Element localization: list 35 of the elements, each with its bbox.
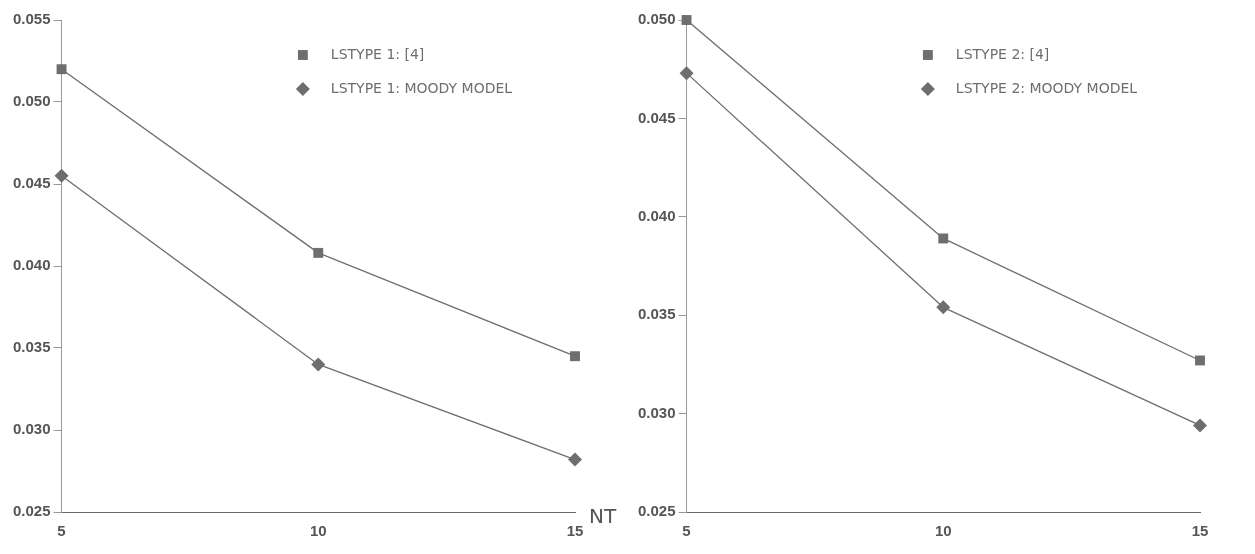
point: [570, 351, 580, 362]
point: [54, 168, 69, 183]
y-tick-label: 0.045: [637, 108, 676, 126]
x-tick-label: 15: [566, 522, 584, 540]
y-tick-label: 0.035: [12, 338, 51, 356]
y-tick-label: 0.030: [637, 403, 676, 421]
x-tick-label: 5: [682, 522, 691, 540]
y-tick-label: 0.025: [637, 502, 676, 520]
point: [568, 452, 582, 467]
legend-label: LSTYPE 2: [4]: [955, 45, 1050, 62]
y-tick-label: 0.055: [12, 10, 51, 28]
y-tick-label: 0.035: [637, 305, 676, 323]
y-tick-label: 0.045: [12, 174, 51, 192]
x-tick-label: 10: [309, 522, 327, 540]
point: [313, 247, 324, 258]
point: [311, 357, 326, 372]
x-axis-title: NT: [589, 504, 617, 529]
point: [56, 64, 67, 75]
legend-label: LSTYPE 1: MOODY MODEL: [330, 79, 513, 96]
x-tick-label: 15: [1191, 522, 1209, 540]
point: [936, 300, 951, 315]
y-tick-label: 0.050: [12, 92, 51, 110]
y-tick-label: 0.040: [637, 206, 676, 224]
point: [679, 66, 694, 81]
y-tick-label: 0.025: [12, 502, 51, 520]
x-tick-label: 5: [57, 522, 66, 540]
point: [1195, 355, 1205, 366]
x-tick-label: 10: [934, 522, 952, 540]
y-tick-label: 0.040: [12, 256, 51, 274]
y-tick-label: 0.050: [637, 10, 676, 28]
point: [1193, 418, 1207, 433]
y-tick-label: 0.030: [12, 420, 51, 438]
point: [938, 233, 949, 244]
legend-label: LSTYPE 2: MOODY MODEL: [955, 79, 1138, 96]
legend-label: LSTYPE 1: [4]: [330, 45, 425, 62]
